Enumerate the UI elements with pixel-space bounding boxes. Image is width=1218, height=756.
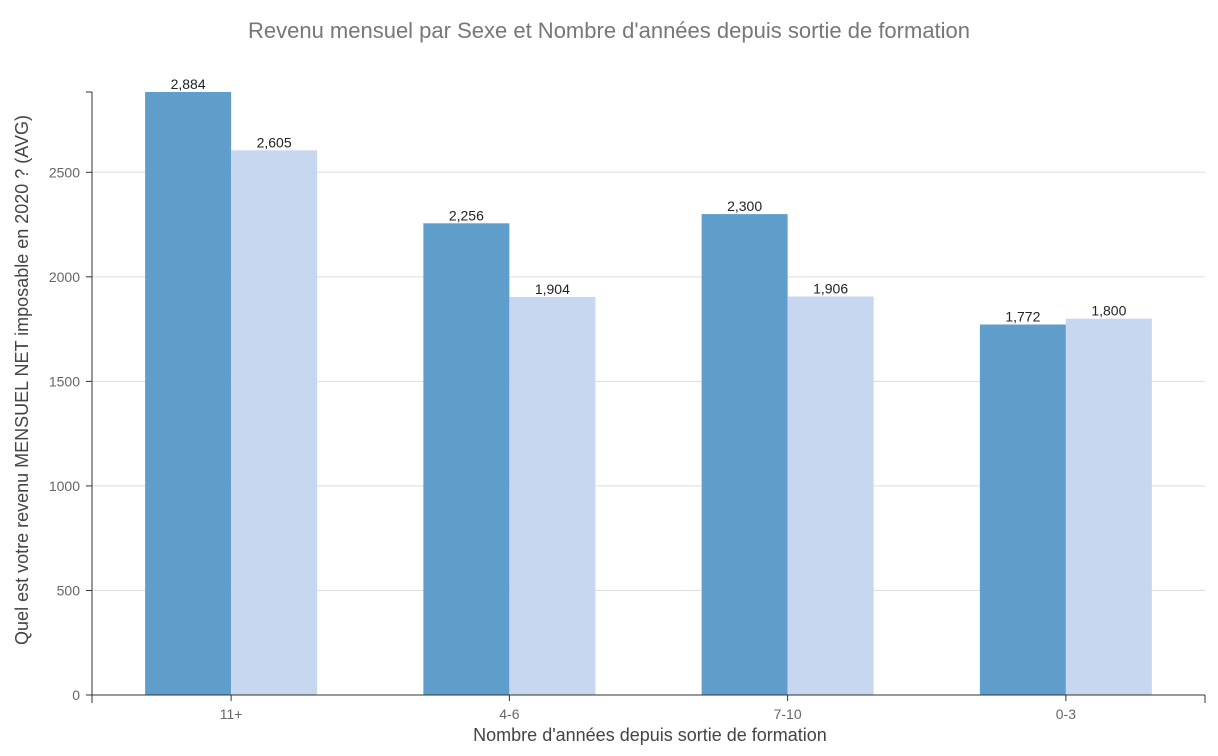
data-label: 2,300: [727, 198, 762, 214]
y-tick-label: 1500: [49, 373, 80, 389]
data-label: 2,256: [449, 207, 484, 223]
data-label: 1,772: [1005, 309, 1040, 325]
bar-7-10-series-1: [701, 214, 788, 695]
x-tick-label: 4-6: [499, 706, 519, 722]
bars: [145, 92, 1152, 696]
bar-11+-series-2: [231, 150, 318, 696]
bar-11+-series-1: [145, 92, 232, 695]
bar-4-6-series-2: [509, 296, 596, 695]
y-axis-title: Quel est votre revenu MENSUEL NET imposa…: [12, 115, 32, 645]
x-axis: 11+ 4-6 7-10 0-3: [91, 694, 1206, 722]
data-label: 1,904: [535, 281, 570, 297]
data-labels: 2,884 2,605 2,256 1,904 2,300 1,906 1,772 1,800: [171, 76, 1127, 325]
chart-title: Revenu mensuel par Sexe et Nombre d'anné…: [248, 18, 970, 43]
y-tick-label: 2000: [49, 269, 80, 285]
bar-7-10-series-2: [787, 296, 874, 695]
y-tick-label: 1000: [49, 478, 80, 494]
x-axis-title: Nombre d'années depuis sortie de formati…: [473, 725, 827, 745]
y-tick-label: 2500: [49, 164, 80, 180]
data-label: 1,800: [1091, 303, 1126, 319]
data-label: 2,884: [171, 76, 206, 92]
bar-4-6-series-1: [423, 223, 510, 696]
y-tick-label: 0: [72, 687, 80, 703]
data-label: 2,605: [257, 134, 292, 150]
x-tick-label: 7-10: [774, 706, 802, 722]
y-axis: 0 500 1000 1500 2000 2500: [49, 91, 93, 703]
bar-0-3-series-2: [1065, 318, 1152, 695]
data-label: 1,906: [813, 280, 848, 296]
x-tick-label: 11+: [220, 706, 243, 722]
y-tick-label: 500: [57, 582, 81, 598]
x-tick-label: 0-3: [1056, 706, 1076, 722]
bar-0-3-series-1: [979, 324, 1066, 695]
